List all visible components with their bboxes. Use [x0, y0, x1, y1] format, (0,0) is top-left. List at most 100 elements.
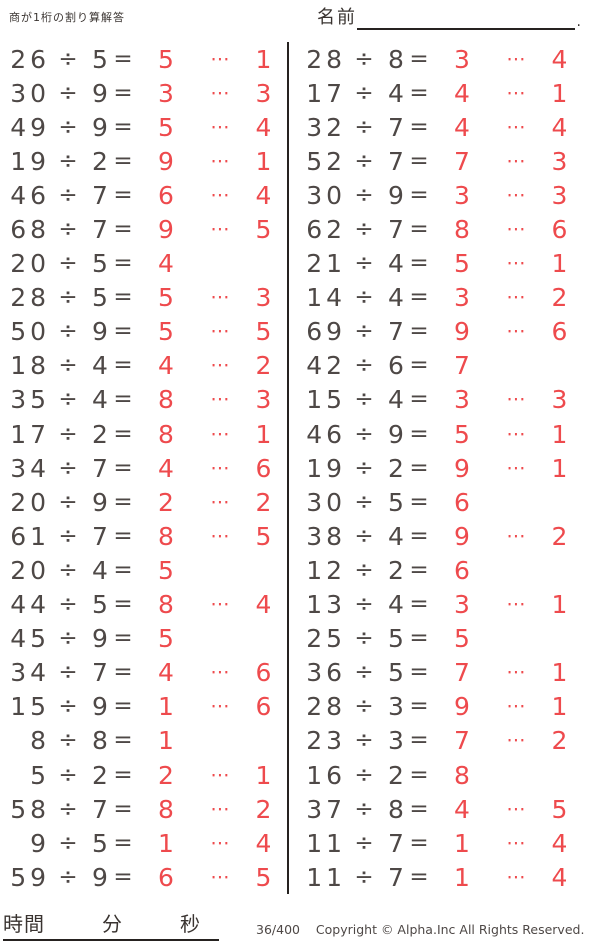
- dividend: 16: [306, 760, 346, 790]
- divisor: 8: [92, 726, 108, 756]
- quotient: 8: [454, 215, 470, 245]
- dividend: 23: [306, 726, 346, 756]
- quotient: 8: [158, 794, 174, 824]
- divisor: 7: [92, 658, 108, 688]
- problem-row: 9 ÷ 5 = 1 ⋯ 4: [0, 826, 287, 860]
- name-label: 名前: [317, 7, 357, 28]
- divisor: 2: [388, 453, 404, 483]
- divisor: 2: [92, 760, 108, 790]
- quotient: 1: [454, 862, 470, 892]
- divide-sign: ÷: [58, 420, 78, 447]
- quotient: 6: [158, 862, 174, 892]
- equals-sign: =: [409, 420, 429, 447]
- dividend: 11: [306, 862, 346, 892]
- quotient: 4: [454, 794, 470, 824]
- equals-sign: =: [113, 45, 133, 72]
- quotient: 5: [158, 112, 174, 142]
- equals-sign: =: [409, 591, 429, 618]
- equals-sign: =: [113, 420, 133, 447]
- equals-sign: =: [409, 556, 429, 583]
- remainder-dots-icon: ⋯: [210, 661, 230, 684]
- dividend: 19: [306, 453, 346, 483]
- dividend: 62: [306, 215, 346, 245]
- equals-sign: =: [409, 693, 429, 720]
- dividend: 35: [10, 385, 50, 415]
- quotient: 4: [158, 249, 174, 279]
- divide-sign: ÷: [354, 250, 374, 277]
- remainder: 4: [255, 180, 272, 210]
- quotient: 9: [158, 215, 174, 245]
- quotient: 5: [158, 283, 174, 313]
- problem-row: 34 ÷ 7 = 4 ⋯ 6: [0, 656, 287, 690]
- divisor: 7: [388, 862, 404, 892]
- remainder-dots-icon: ⋯: [210, 149, 230, 172]
- problem-row: 35 ÷ 4 = 8 ⋯ 3: [0, 383, 287, 417]
- remainder-dots-icon: ⋯: [506, 729, 526, 752]
- dividend: 17: [306, 78, 346, 108]
- equals-sign: =: [113, 625, 133, 652]
- divisor: 9: [92, 862, 108, 892]
- equals-sign: =: [113, 522, 133, 549]
- equals-sign: =: [409, 863, 429, 890]
- remainder: 4: [551, 828, 568, 858]
- remainder: 5: [255, 215, 272, 245]
- remainder: 6: [255, 453, 272, 483]
- problem-row: 34 ÷ 7 = 4 ⋯ 6: [0, 451, 287, 485]
- remainder: 3: [551, 385, 568, 415]
- dividend: 49: [10, 112, 50, 142]
- divide-sign: ÷: [354, 420, 374, 447]
- remainder-dots-icon: ⋯: [210, 47, 230, 70]
- divide-sign: ÷: [58, 284, 78, 311]
- divisor: 9: [92, 624, 108, 654]
- remainder: 3: [551, 180, 568, 210]
- remainder: 1: [551, 658, 568, 688]
- remainder-dots-icon: ⋯: [506, 218, 526, 241]
- problem-row: 19 ÷ 2 = 9 ⋯ 1: [296, 451, 596, 485]
- divisor: 4: [388, 283, 404, 313]
- problem-row: 36 ÷ 5 = 7 ⋯ 1: [296, 656, 596, 690]
- remainder-dots-icon: ⋯: [506, 865, 526, 888]
- dividend: 58: [10, 794, 50, 824]
- divisor: 9: [388, 180, 404, 210]
- quotient: 8: [454, 760, 470, 790]
- dividend: 21: [306, 249, 346, 279]
- problem-row: 19 ÷ 2 = 9 ⋯ 1: [0, 144, 287, 178]
- quotient: 1: [454, 828, 470, 858]
- equals-sign: =: [409, 488, 429, 515]
- remainder-dots-icon: ⋯: [506, 797, 526, 820]
- problem-row: 28 ÷ 3 = 9 ⋯ 1: [296, 690, 596, 724]
- divide-sign: ÷: [354, 591, 374, 618]
- divide-sign: ÷: [58, 829, 78, 856]
- divide-sign: ÷: [354, 318, 374, 345]
- remainder-dots-icon: ⋯: [210, 763, 230, 786]
- page-number: 36/400: [256, 922, 300, 937]
- divisor: 9: [92, 78, 108, 108]
- divisor: 5: [388, 658, 404, 688]
- dividend: 46: [306, 419, 346, 449]
- problem-row: 69 ÷ 7 = 9 ⋯ 6: [296, 315, 596, 349]
- equals-sign: =: [409, 216, 429, 243]
- remainder-dots-icon: ⋯: [506, 422, 526, 445]
- divide-sign: ÷: [354, 352, 374, 379]
- divisor: 2: [92, 419, 108, 449]
- problem-row: 11 ÷ 7 = 1 ⋯ 4: [296, 826, 596, 860]
- divide-sign: ÷: [58, 113, 78, 140]
- equals-sign: =: [113, 727, 133, 754]
- divide-sign: ÷: [58, 591, 78, 618]
- remainder-dots-icon: ⋯: [210, 115, 230, 138]
- remainder: 6: [551, 215, 568, 245]
- problem-row: 11 ÷ 7 = 1 ⋯ 4: [296, 860, 596, 894]
- problem-row: 45 ÷ 9 = 5: [0, 622, 287, 656]
- problem-row: 17 ÷ 2 = 8 ⋯ 1: [0, 417, 287, 451]
- quotient: 2: [158, 487, 174, 517]
- remainder: 2: [255, 487, 272, 517]
- divisor: 4: [92, 385, 108, 415]
- quotient: 9: [454, 692, 470, 722]
- equals-sign: =: [113, 659, 133, 686]
- dividend: 38: [306, 521, 346, 551]
- divisor: 5: [388, 624, 404, 654]
- problem-row: 30 ÷ 9 = 3 ⋯ 3: [0, 76, 287, 110]
- divide-sign: ÷: [58, 147, 78, 174]
- problem-row: 58 ÷ 7 = 8 ⋯ 2: [0, 792, 287, 826]
- name-blank-line: [357, 6, 575, 30]
